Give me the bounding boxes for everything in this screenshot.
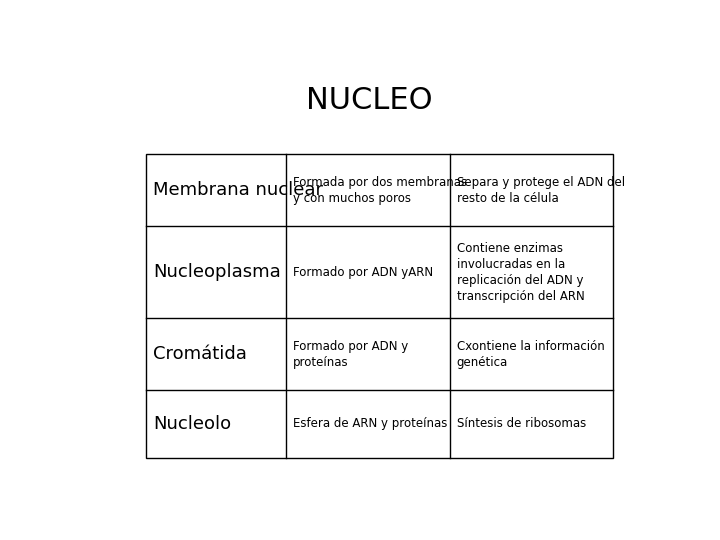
Text: Contiene enzimas
involucradas en la
replicación del ADN y
transcripción del ARN: Contiene enzimas involucradas en la repl… [457, 241, 585, 302]
Text: Formada por dos membranas
y con muchos poros: Formada por dos membranas y con muchos p… [293, 176, 467, 205]
Text: Cromátida: Cromátida [153, 345, 247, 363]
Text: Membrana nuclear: Membrana nuclear [153, 181, 323, 199]
Text: Formado por ADN y
proteínas: Formado por ADN y proteínas [293, 340, 408, 368]
Text: NUCLEO: NUCLEO [306, 86, 432, 114]
Text: Esfera de ARN y proteínas: Esfera de ARN y proteínas [293, 417, 447, 430]
Text: Formado por ADN yARN: Formado por ADN yARN [293, 266, 433, 279]
Bar [145, 154, 613, 458]
Text: Síntesis de ribosomas: Síntesis de ribosomas [457, 417, 586, 430]
Text: Cxontiene la información
genética: Cxontiene la información genética [457, 340, 605, 368]
Text: Nucleolo: Nucleolo [153, 415, 231, 433]
Text: Nucleoplasma: Nucleoplasma [153, 263, 281, 281]
Text: Separa y protege el ADN del
resto de la célula: Separa y protege el ADN del resto de la … [457, 176, 625, 205]
